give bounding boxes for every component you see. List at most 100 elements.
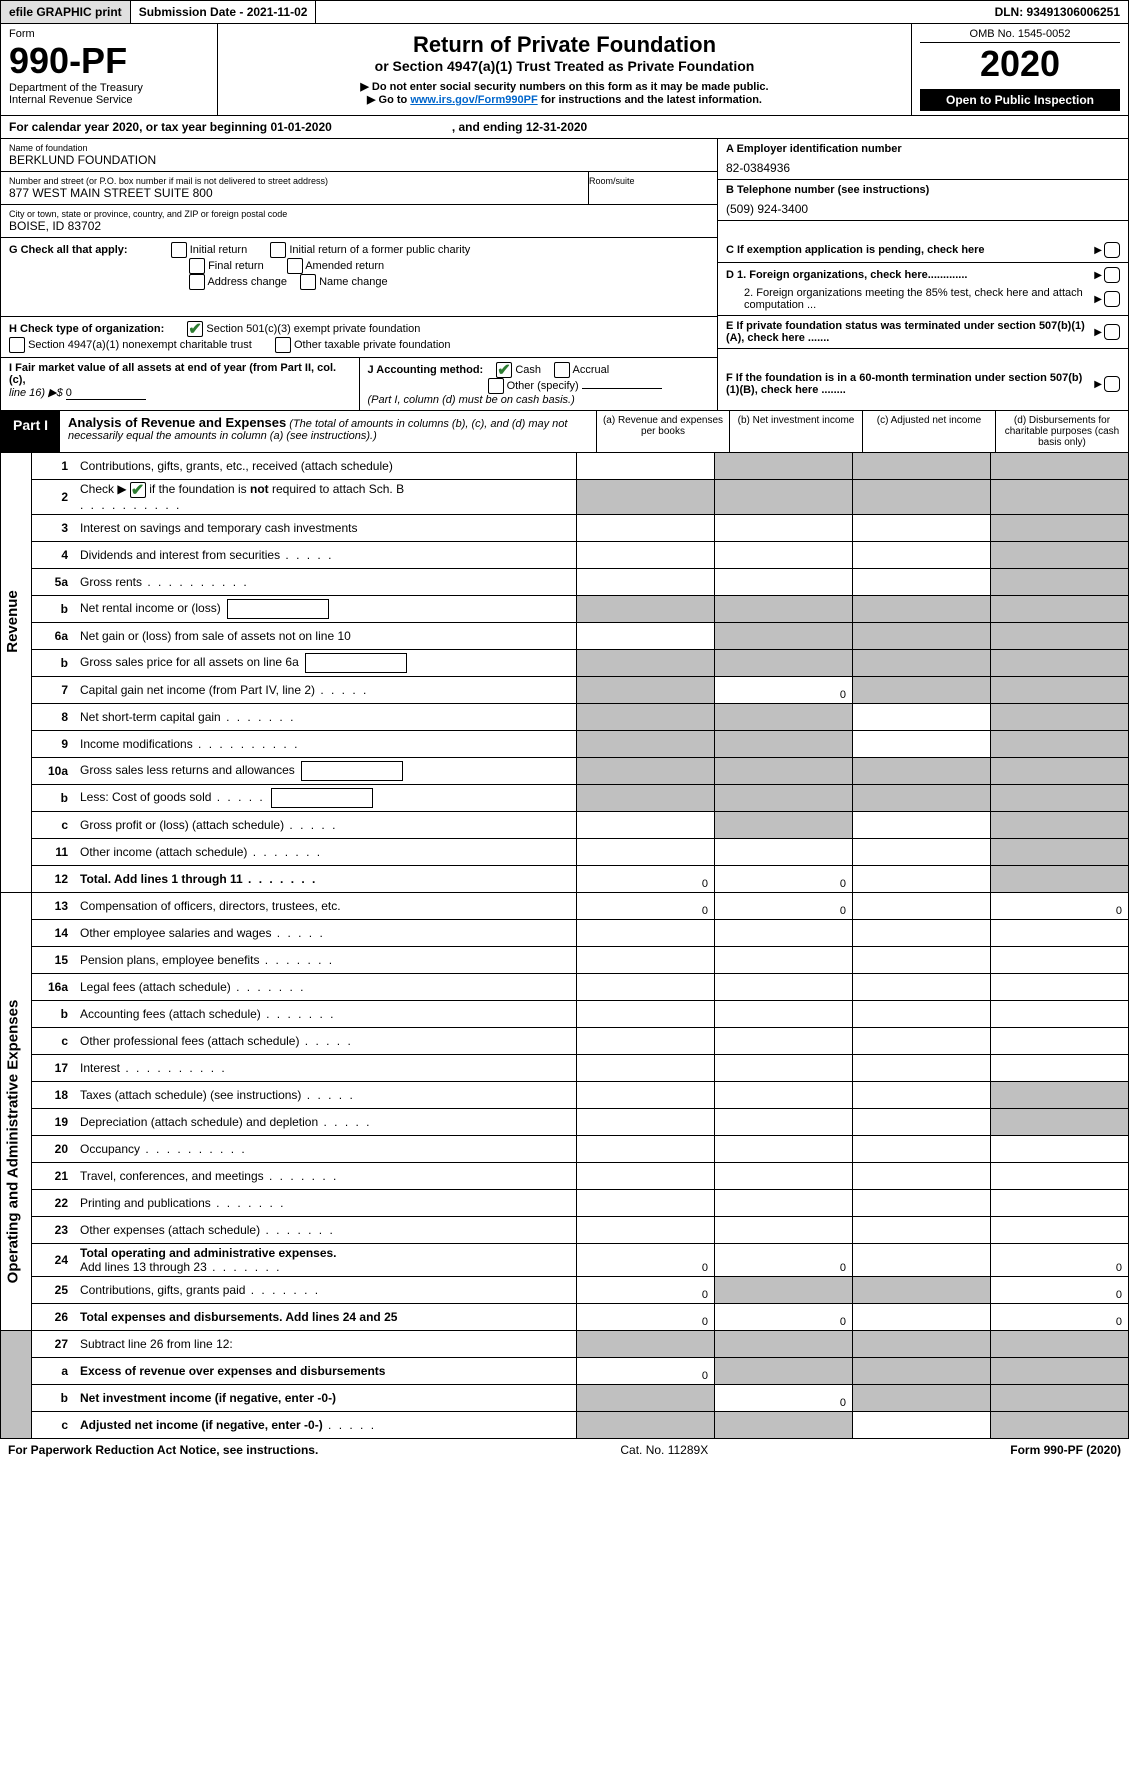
arrow-icon: [1094, 293, 1104, 305]
line-1: Contributions, gifts, grants, etc., rece…: [76, 457, 576, 475]
l16bt: Accounting fees (attach schedule): [80, 1007, 261, 1021]
cb-c[interactable]: [1104, 242, 1120, 258]
g-final: Final return: [208, 260, 264, 272]
irs-link[interactable]: www.irs.gov/Form990PF: [410, 94, 537, 106]
g-label: G Check all that apply:: [9, 244, 128, 256]
l23t: Other expenses (attach schedule): [80, 1223, 260, 1237]
cb-initial-former[interactable]: [270, 242, 286, 258]
info-left: Name of foundation BERKLUND FOUNDATION N…: [1, 139, 718, 238]
instr2-post: for instructions and the latest informat…: [538, 94, 762, 106]
line-7: Capital gain net income (from Part IV, l…: [76, 681, 576, 699]
line-21: Travel, conferences, and meetings: [76, 1167, 576, 1185]
v12b: 0: [714, 866, 852, 892]
arrow-icon: [1094, 269, 1104, 281]
form-number: 990-PF: [9, 40, 209, 82]
f-label: F If the foundation is in a 60-month ter…: [726, 372, 1094, 396]
calendar-year-row: For calendar year 2020, or tax year begi…: [0, 116, 1129, 139]
v26b: 0: [714, 1304, 852, 1330]
cb-final[interactable]: [189, 258, 205, 274]
other-field: [582, 388, 662, 389]
cb-501c3[interactable]: [187, 321, 203, 337]
cb-other-tax[interactable]: [275, 337, 291, 353]
v24d: 0: [990, 1244, 1128, 1276]
dept-treasury: Department of the Treasury: [9, 82, 209, 94]
line-27a: Excess of revenue over expenses and disb…: [76, 1362, 576, 1380]
v12a: 0: [576, 866, 714, 892]
l9t: Income modifications: [80, 737, 193, 751]
l27ct: Adjusted net income (if negative, enter …: [80, 1418, 323, 1432]
cb-d1[interactable]: [1104, 267, 1120, 283]
cb-name-change[interactable]: [300, 274, 316, 290]
line-18: Taxes (attach schedule) (see instruction…: [76, 1086, 576, 1104]
l21t: Travel, conferences, and meetings: [80, 1169, 264, 1183]
city-label: City or town, state or province, country…: [9, 209, 709, 219]
cb-amended[interactable]: [287, 258, 303, 274]
v24b: 0: [714, 1244, 852, 1276]
l24bt: Add lines 13 through 23: [80, 1260, 207, 1274]
efile-label: efile GRAPHIC print: [1, 1, 131, 23]
cb-4947[interactable]: [9, 337, 25, 353]
l19t: Depreciation (attach schedule) and deple…: [80, 1115, 318, 1129]
foundation-name: BERKLUND FOUNDATION: [9, 153, 709, 167]
submission-date: Submission Date - 2021-11-02: [131, 1, 317, 23]
l11t: Other income (attach schedule): [80, 845, 247, 859]
line-20: Occupancy: [76, 1140, 576, 1158]
cb-f[interactable]: [1104, 376, 1120, 392]
arrow-icon: [1094, 326, 1104, 338]
section-g-cde: G Check all that apply: Initial return I…: [0, 238, 1129, 358]
v13b: 0: [714, 893, 852, 919]
line-22: Printing and publications: [76, 1194, 576, 1212]
d1-label: D 1. Foreign organizations, check here..…: [726, 269, 1094, 281]
line27-table: 27Subtract line 26 from line 12: aExcess…: [0, 1331, 1129, 1439]
c-label: C If exemption application is pending, c…: [726, 244, 1094, 256]
l7t: Capital gain net income (from Part IV, l…: [80, 683, 315, 697]
j-other: Other (specify): [507, 380, 579, 392]
v7b: 0: [714, 677, 852, 703]
cb-cash[interactable]: [496, 362, 512, 378]
l10at: Gross sales less returns and allowances: [80, 763, 295, 777]
expenses-side-label: Operating and Administrative Expenses: [1, 893, 32, 1330]
footer-center: Cat. No. 11289X: [620, 1443, 708, 1457]
cb-addr-change[interactable]: [189, 274, 205, 290]
h-label: H Check type of organization:: [9, 323, 164, 335]
cb-other-method[interactable]: [488, 378, 504, 394]
line-26: Total expenses and disbursements. Add li…: [76, 1308, 576, 1326]
v27aa: 0: [576, 1358, 714, 1384]
j-label: J Accounting method:: [368, 364, 484, 376]
g-initial: Initial return: [190, 244, 247, 256]
l5at: Gross rents: [80, 575, 142, 589]
cb-accrual[interactable]: [554, 362, 570, 378]
j-cell: J Accounting method: Cash Accrual Other …: [360, 358, 718, 410]
arrow-icon: [1094, 244, 1104, 256]
l15t: Pension plans, employee benefits: [80, 953, 259, 967]
revenue-table: Revenue 1Contributions, gifts, grants, e…: [0, 453, 1129, 893]
l16ct: Other professional fees (attach schedule…: [80, 1034, 299, 1048]
l10ct: Gross profit or (loss) (attach schedule): [80, 818, 284, 832]
line-8: Net short-term capital gain: [76, 708, 576, 726]
addr-label: Number and street (or P.O. box number if…: [9, 176, 580, 186]
cb-schb[interactable]: [130, 482, 146, 498]
cb-e[interactable]: [1104, 324, 1120, 340]
expenses-label-text: Operating and Administrative Expenses: [4, 1000, 21, 1284]
l4t: Dividends and interest from securities: [80, 548, 280, 562]
v27bb: 0: [714, 1385, 852, 1411]
v26d: 0: [990, 1304, 1128, 1330]
l2-pre: Check ▶: [80, 482, 130, 496]
l12t: Total. Add lines 1 through 11: [80, 872, 243, 886]
part1-title: Analysis of Revenue and Expenses (The to…: [60, 411, 596, 452]
line-6a: Net gain or (loss) from sale of assets n…: [76, 627, 576, 645]
revenue-side-label: Revenue: [1, 453, 32, 892]
v24a: 0: [576, 1244, 714, 1276]
footer-left: For Paperwork Reduction Act Notice, see …: [8, 1443, 318, 1457]
g-amended: Amended return: [305, 260, 384, 272]
f-row: F If the foundation is in a 60-month ter…: [718, 358, 1128, 410]
line-10a: Gross sales less returns and allowances: [76, 759, 576, 783]
instr-1: ▶ Do not enter social security numbers o…: [226, 80, 903, 93]
line-9: Income modifications: [76, 735, 576, 753]
part1-header: Part I Analysis of Revenue and Expenses …: [0, 411, 1129, 453]
line-24: Total operating and administrative expen…: [76, 1244, 576, 1276]
cb-initial[interactable]: [171, 242, 187, 258]
tax-year: 2020: [920, 43, 1120, 85]
cb-d2[interactable]: [1104, 291, 1120, 307]
col-d-header: (d) Disbursements for charitable purpose…: [995, 411, 1128, 452]
